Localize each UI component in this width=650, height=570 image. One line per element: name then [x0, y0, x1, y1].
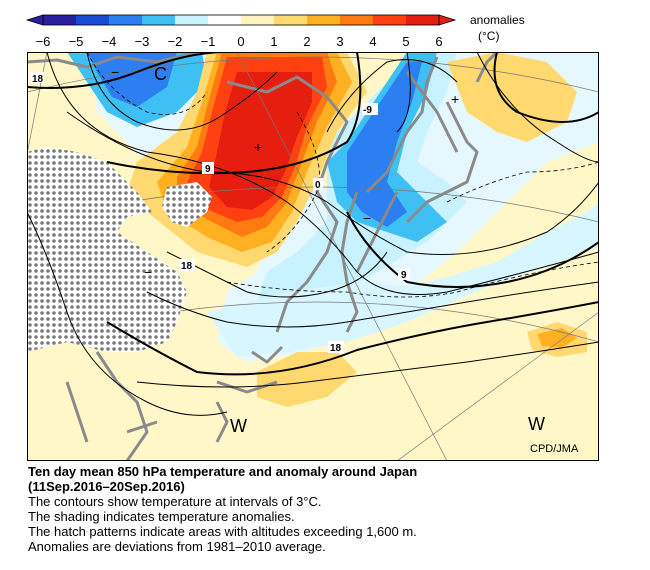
contour-label-18-nw: 18	[32, 74, 44, 85]
marker-plus-ne: +	[451, 91, 459, 107]
high-altitude-hatch-center	[162, 182, 212, 227]
contour-label-minus9: -9	[363, 105, 372, 116]
colorbar-tick-label: −2	[168, 34, 183, 49]
colorbar-cell	[109, 15, 143, 25]
pressure-symbol-c: C	[154, 64, 167, 84]
contour-label-18-south: 18	[330, 343, 342, 354]
colorbar-tick-label: 4	[369, 34, 376, 49]
colorbar-tick-label: 6	[435, 34, 442, 49]
marker-minus-west: −	[144, 264, 152, 280]
colorbar-unit: (°C)	[478, 29, 499, 43]
colorbar-tick-label: 1	[270, 34, 277, 49]
marker-minus-nw: −	[111, 64, 119, 80]
figure-caption: Ten day mean 850 hPa temperature and ano…	[28, 464, 628, 554]
anomaly-zero-contours	[86, 52, 599, 298]
caption-period: (11Sep.2016–20Sep.2016)	[28, 479, 185, 494]
colorbar-cell	[142, 15, 176, 25]
map-frame	[27, 52, 599, 461]
colorbar-tick-label: −1	[201, 34, 216, 49]
contour-label-18-center: 18	[181, 261, 193, 272]
colorbar-cell	[241, 15, 275, 25]
colorbar-cell	[373, 15, 407, 25]
caption-line-contours: The contours show temperature at interva…	[28, 494, 322, 509]
colorbar-cell	[340, 15, 374, 25]
colorbar-tick-label: 2	[303, 34, 310, 49]
temperature-anomaly-map: 18 9 0 -9 9 18 18 + + − − − C W W	[27, 52, 599, 461]
contour-label-9-center: 9	[205, 164, 211, 175]
colorbar-cell	[76, 15, 110, 25]
colorbar-right-arrow	[438, 14, 457, 26]
marker-minus-east: −	[363, 210, 371, 226]
colorbar-tick-label: 0	[237, 34, 244, 49]
credit-label: CPD/JMA	[530, 443, 579, 455]
colorbar-cells	[42, 14, 440, 26]
colorbar-cell	[274, 15, 308, 25]
contour-labels: 18 9 0 -9 9 18 18	[30, 72, 410, 354]
colorbar-cell	[43, 15, 77, 25]
marker-plus-center: +	[254, 139, 262, 155]
anomaly-warmer-patch-e	[537, 328, 577, 348]
contour-label-0-center: 0	[315, 180, 321, 191]
caption-line-hatch: The hatch patterns indicate areas with a…	[28, 524, 417, 539]
anomaly-warm-patch-se	[257, 352, 357, 407]
colorbar-tick-label: −3	[135, 34, 150, 49]
contour-label-9-east: 9	[401, 270, 407, 281]
colorbar-cell	[307, 15, 341, 25]
anomaly-cool-strip-south	[207, 202, 599, 357]
pressure-symbol-w-left: W	[230, 416, 247, 436]
colorbar-title: anomalies	[470, 13, 525, 27]
high-altitude-hatch-west	[27, 147, 187, 352]
colorbar-tick-label: −5	[69, 34, 84, 49]
anomaly-colder-zone-east	[347, 62, 422, 227]
caption-line-baseline: Anomalies are deviations from 1981–2010 …	[28, 539, 326, 554]
colorbar-cell	[175, 15, 209, 25]
colorbar-cell	[208, 15, 242, 25]
colorbar-tick-label: 5	[402, 34, 409, 49]
colorbar-tick-label: −4	[102, 34, 117, 49]
colorbar-tick-label: 3	[336, 34, 343, 49]
colorbar-tick-label: −6	[36, 34, 51, 49]
colorbar-cell	[406, 15, 440, 25]
anomaly-markers: + + − − −	[111, 64, 459, 280]
colorbar-left-arrow	[25, 14, 44, 26]
pressure-symbol-w-right: W	[528, 414, 545, 434]
temperature-contours	[27, 52, 599, 416]
caption-line-shading: The shading indicates temperature anomal…	[28, 509, 295, 524]
caption-title: Ten day mean 850 hPa temperature and ano…	[28, 464, 418, 479]
anomaly-colorbar: −6 −5 −4 −3 −2 −1 0 1 2 3 4 5 6 anomalies (°C)	[25, 13, 525, 49]
colorbar-tick-labels: −6 −5 −4 −3 −2 −1 0 1 2 3 4 5 6	[36, 34, 443, 49]
